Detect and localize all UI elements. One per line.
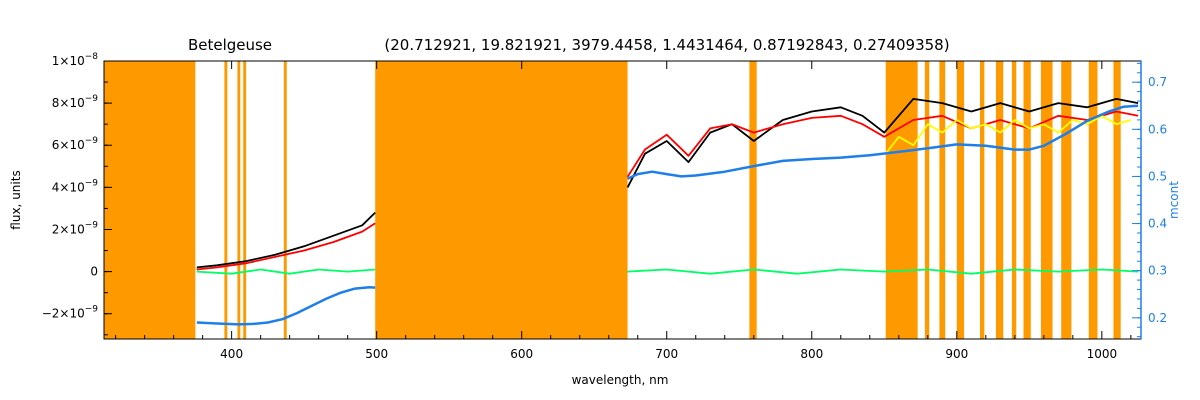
masked-region xyxy=(939,61,946,339)
series-line xyxy=(196,268,376,275)
series-line xyxy=(627,104,1139,180)
masked-region xyxy=(1061,61,1072,339)
series-line xyxy=(196,222,376,271)
x-axis-label: wavelength, nm xyxy=(572,373,669,387)
masked-region xyxy=(1040,61,1053,339)
y2-axis-label: mcont xyxy=(1167,181,1181,219)
y-tick-label: 8×10−9 xyxy=(52,94,99,110)
masked-region xyxy=(956,61,965,339)
x-tick-label: 800 xyxy=(800,347,823,361)
x-axis: 400 500 600 700 800 900 1000 xyxy=(115,61,1132,361)
y-axis-left: −2×10−9 0 2×10−9 4×10−9 6×10−9 8×10−9 1×10−8 xyxy=(42,52,112,336)
masked-region xyxy=(1113,61,1121,339)
series-line xyxy=(196,285,376,326)
x-tick-label: 600 xyxy=(510,347,533,361)
y-tick-label: 0 xyxy=(90,265,98,279)
y2-tick-label: 0.2 xyxy=(1148,311,1167,325)
masked-region xyxy=(1023,61,1031,339)
chart-title: Betelgeuse xyxy=(188,36,272,54)
masked-region xyxy=(237,61,241,339)
masked-region xyxy=(104,61,196,339)
y-tick-label: −2×10−9 xyxy=(42,305,99,321)
y-tick-label: 4×10−9 xyxy=(52,178,99,194)
series-line xyxy=(627,268,1139,275)
x-tick-label: 700 xyxy=(655,347,678,361)
series-line xyxy=(884,114,1132,155)
x-tick-label: 400 xyxy=(220,347,243,361)
masked-region xyxy=(995,61,1004,339)
masked-region xyxy=(243,61,247,339)
masked-region xyxy=(375,61,628,339)
masked-region xyxy=(924,61,930,339)
masked-region xyxy=(749,61,757,339)
masked-region xyxy=(1088,61,1098,339)
y2-tick-label: 0.7 xyxy=(1148,75,1167,89)
x-tick-label: 900 xyxy=(945,347,968,361)
y2-tick-label: 0.4 xyxy=(1148,217,1167,231)
y-axis-label: flux, units xyxy=(9,170,23,229)
y-tick-label: 6×10−9 xyxy=(52,136,99,152)
y-tick-label: 2×10−9 xyxy=(52,220,99,236)
y-tick-label: 1×10−8 xyxy=(52,52,99,68)
y2-tick-label: 0.3 xyxy=(1148,264,1167,278)
series-line xyxy=(626,98,1139,188)
masked-region xyxy=(1011,61,1017,339)
masked-region xyxy=(980,61,985,339)
series-line xyxy=(626,110,1139,178)
chart-subtitle: (20.712921, 19.821921, 3979.4458, 1.4431… xyxy=(384,36,949,54)
y-axis-right: 0.2 0.3 0.4 0.5 0.6 0.7 xyxy=(1132,61,1167,339)
masked-regions xyxy=(104,61,1121,339)
y2-tick-label: 0.5 xyxy=(1148,169,1167,183)
masked-region xyxy=(283,61,287,339)
masked-region xyxy=(224,61,228,339)
series-line xyxy=(196,211,376,269)
x-tick-label: 500 xyxy=(365,347,388,361)
masked-region xyxy=(885,61,918,339)
y2-tick-label: 0.6 xyxy=(1148,122,1167,136)
x-tick-label: 1000 xyxy=(1087,347,1118,361)
spectrum-series xyxy=(196,98,1139,326)
